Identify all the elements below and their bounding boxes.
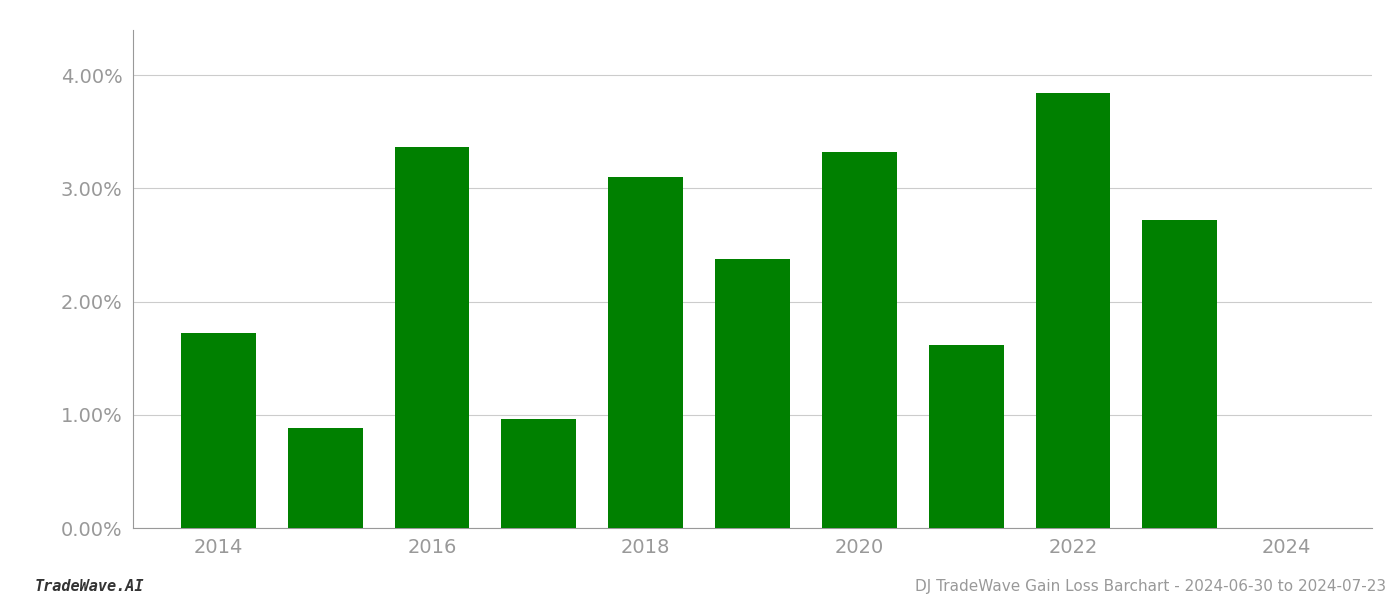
Bar <box>1036 94 1110 528</box>
Bar <box>288 428 363 528</box>
Text: DJ TradeWave Gain Loss Barchart - 2024-06-30 to 2024-07-23: DJ TradeWave Gain Loss Barchart - 2024-0… <box>914 579 1386 594</box>
Bar <box>501 419 577 528</box>
Bar <box>609 177 683 528</box>
Bar <box>181 334 256 528</box>
Text: TradeWave.AI: TradeWave.AI <box>35 579 144 594</box>
Bar <box>822 152 896 528</box>
Bar <box>928 344 1004 528</box>
Bar <box>395 146 469 528</box>
Bar <box>1142 220 1217 528</box>
Bar <box>715 259 790 528</box>
